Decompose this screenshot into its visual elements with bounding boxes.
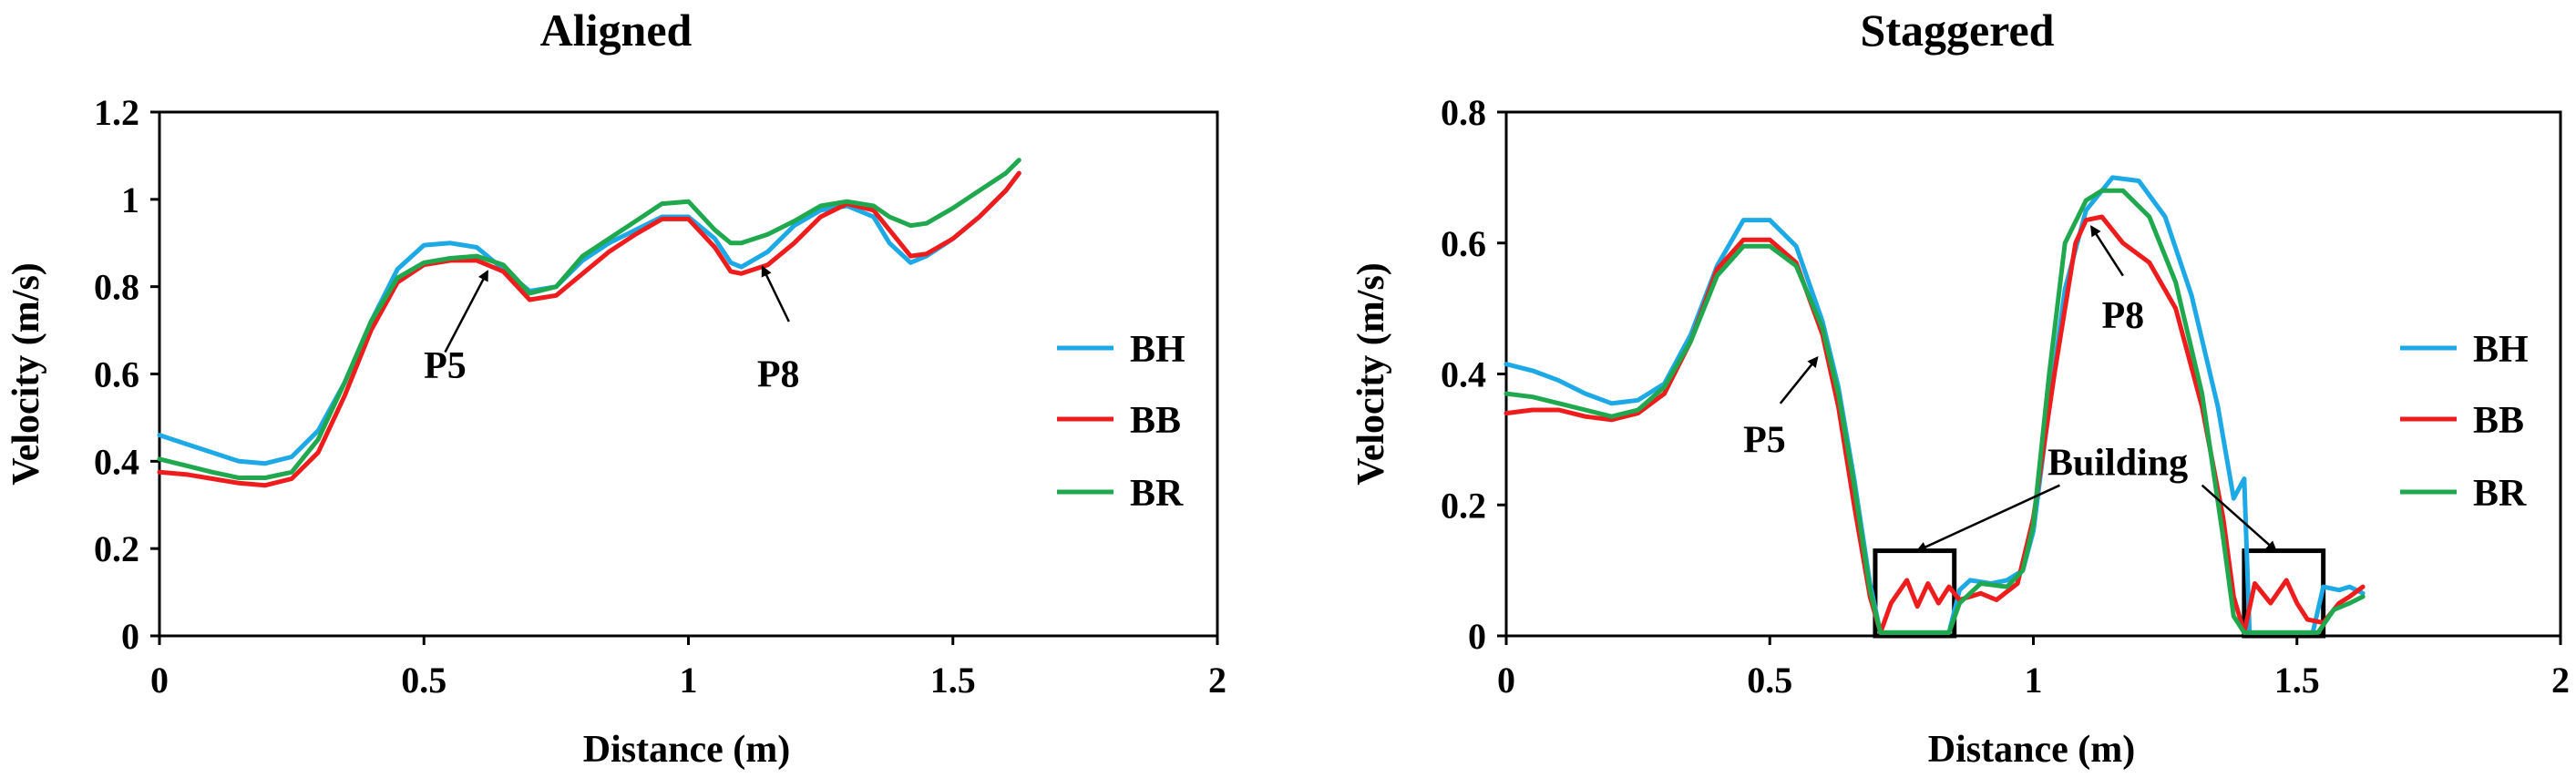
y-tick-label: 0.8 xyxy=(94,267,139,308)
y-tick-label: 0.4 xyxy=(94,441,139,482)
legend-label-bb: BB xyxy=(2473,400,2524,442)
chart-title: Staggered xyxy=(1861,5,2055,56)
annotation-arrow xyxy=(2201,484,2278,552)
chart-staggered: Staggered 0 0.5 1 1.5 2 0 0.2 0.4 0.6 0.8 Distance … xyxy=(1350,5,2570,771)
x-tick-label: 1 xyxy=(2025,660,2043,701)
annotation-arrow xyxy=(1915,484,2060,552)
annotation-arrow xyxy=(2090,225,2124,277)
plot-area xyxy=(1504,110,2562,638)
x-tick-label: 0.5 xyxy=(401,660,446,701)
legend-label-br: BR xyxy=(1130,473,1184,515)
y-tick-label: 1.2 xyxy=(94,92,139,133)
annotation-arrow xyxy=(444,270,489,353)
x-axis-title: Distance (m) xyxy=(1928,729,2135,771)
y-tick-label: 0 xyxy=(1468,616,1486,657)
y-tick-label: 0.6 xyxy=(94,354,139,395)
y-tick-label: 0 xyxy=(121,616,139,657)
legend-label-bh: BH xyxy=(2473,329,2529,371)
legend-label-bb: BB xyxy=(1130,400,1181,442)
series-line-bh xyxy=(157,170,1021,466)
chart-title: Aligned xyxy=(540,5,693,56)
annotation-p8: P8 xyxy=(2102,295,2145,337)
y-tick-label: 0.2 xyxy=(1441,485,1486,526)
annotation-arrow xyxy=(761,265,790,322)
x-tick-label: 2 xyxy=(2551,660,2570,701)
y-tick-label: 0.8 xyxy=(1441,92,1486,133)
chart-aligned: Aligned 0 0.5 1 1.5 2 0 0.2 0.4 0.6 0.8 1 1.2 Distanc… xyxy=(5,5,1226,771)
annotation-p5: P5 xyxy=(1743,419,1786,461)
building-box-2 xyxy=(2242,548,2326,639)
x-tick-label: 0 xyxy=(150,660,169,701)
x-axis-title: Distance (m) xyxy=(583,729,790,771)
annotation-arrow xyxy=(1779,355,1819,404)
series-line-bb xyxy=(157,170,1021,488)
x-tick-label: 1.5 xyxy=(2274,660,2320,701)
x-tick-label: 0 xyxy=(1497,660,1515,701)
annotation-building: Building xyxy=(2047,443,2188,485)
x-tick-label: 1.5 xyxy=(930,660,976,701)
legend-label-bh: BH xyxy=(1130,329,1185,371)
series-line-br xyxy=(1504,188,2366,635)
y-axis-title: Velocity (m/s) xyxy=(1350,262,1392,486)
series-line-bh xyxy=(1504,175,2366,635)
y-tick-label: 0.2 xyxy=(94,528,139,569)
annotation-p8: P8 xyxy=(757,354,800,396)
series-line-bb xyxy=(1504,214,2366,635)
y-tick-label: 0.6 xyxy=(1441,223,1486,264)
plot-area xyxy=(158,110,1219,638)
x-tick-label: 2 xyxy=(1208,660,1226,701)
annotation-p5: P5 xyxy=(424,345,467,387)
x-tick-label: 0.5 xyxy=(1747,660,1792,701)
y-axis-title: Velocity (m/s) xyxy=(5,262,47,486)
legend-label-br: BR xyxy=(2473,473,2527,515)
y-tick-label: 1 xyxy=(121,179,139,220)
series-line-br xyxy=(157,158,1021,480)
x-tick-label: 1 xyxy=(680,660,698,701)
y-tick-label: 0.4 xyxy=(1441,354,1486,395)
